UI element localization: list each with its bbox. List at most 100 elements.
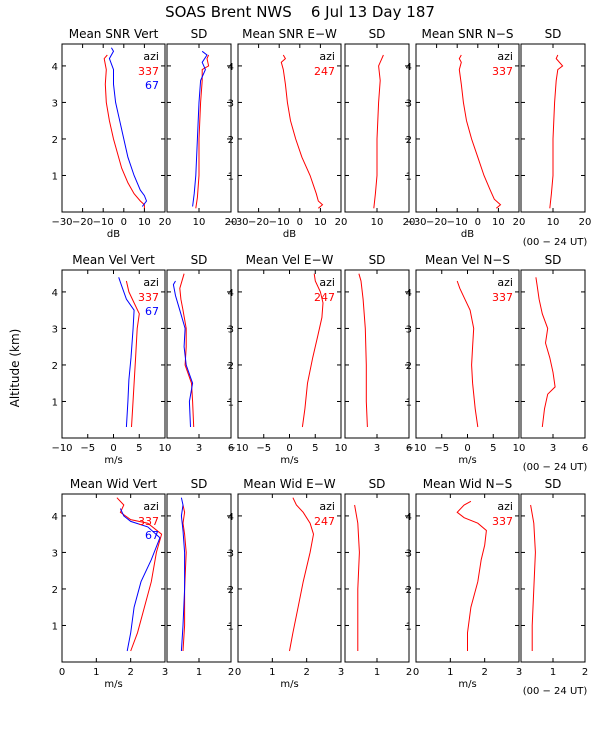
x-axis-label: m/s bbox=[104, 679, 122, 690]
y-tick-label: 2 bbox=[406, 135, 412, 146]
x-tick-label: −10 bbox=[447, 217, 468, 228]
panel-title: SD bbox=[545, 477, 562, 491]
panel-snr-ew-sd: SD 10 20 bbox=[344, 27, 415, 228]
panel-vel-ns-sd: SD 3 6 bbox=[520, 253, 588, 454]
x-tick-label: 20 bbox=[225, 217, 238, 228]
panel-snr-ns-sd: SD 10 20 bbox=[520, 27, 592, 228]
panel-title: Mean SNR Vert bbox=[69, 27, 159, 41]
legend-entry-337: 337 bbox=[138, 65, 159, 78]
panel-snr-ns: Mean SNR N−S 1 2 3 4 −30 −20 −10 0 10 20 dB azi 337 bbox=[405, 27, 525, 240]
series-line-337 bbox=[458, 54, 502, 209]
panel-title: SD bbox=[191, 477, 208, 491]
series-line-247 bbox=[289, 497, 315, 652]
y-tick-label: 3 bbox=[52, 98, 58, 109]
x-tick-label: −30 bbox=[227, 217, 248, 228]
y-tick-label: 2 bbox=[52, 361, 58, 372]
series-line-247 bbox=[358, 273, 368, 428]
x-tick-label: 10 bbox=[159, 443, 172, 454]
x-tick-label: 2 bbox=[582, 667, 588, 678]
x-tick-label: 20 bbox=[579, 217, 592, 228]
series-line-337 bbox=[179, 273, 195, 428]
y-tick-label: 2 bbox=[406, 361, 412, 372]
y-tick-label: 2 bbox=[228, 585, 234, 596]
y-tick-label: 4 bbox=[228, 288, 234, 299]
legend-entry-247: 247 bbox=[314, 291, 335, 304]
y-tick-label: 1 bbox=[52, 621, 58, 632]
x-tick-label: 3 bbox=[162, 667, 168, 678]
panel-title: SD bbox=[191, 253, 208, 267]
x-tick-label: 6 bbox=[582, 443, 588, 454]
x-tick-label: −10 bbox=[405, 443, 426, 454]
x-tick-label: 2 bbox=[406, 667, 412, 678]
x-tick-label: −30 bbox=[51, 217, 72, 228]
y-tick-label: 1 bbox=[52, 171, 58, 182]
y-tick-label: 4 bbox=[406, 512, 412, 523]
y-tick-label: 3 bbox=[52, 324, 58, 335]
x-tick-label: 5 bbox=[312, 443, 318, 454]
series-line-247 bbox=[280, 54, 324, 209]
panel-wid-ns-sd: SD 1 2 bbox=[520, 477, 588, 678]
x-tick-label: 0 bbox=[286, 443, 292, 454]
x-tick-label: −5 bbox=[434, 443, 449, 454]
y-tick-label: 3 bbox=[228, 548, 234, 559]
panel-frame bbox=[166, 269, 232, 439]
x-tick-label: 0 bbox=[59, 667, 65, 678]
y-tick-label: 4 bbox=[406, 62, 412, 73]
x-tick-label: 10 bbox=[513, 443, 526, 454]
y-tick-label: 2 bbox=[52, 135, 58, 146]
y-tick-label: 4 bbox=[228, 512, 234, 523]
y-tick-label: 4 bbox=[228, 62, 234, 73]
x-tick-label: −10 bbox=[93, 217, 114, 228]
x-axis-label: m/s bbox=[458, 455, 476, 466]
legend-azi-label: azi bbox=[497, 50, 513, 63]
x-tick-label: −30 bbox=[405, 217, 426, 228]
x-tick-label: 2 bbox=[228, 667, 234, 678]
x-tick-label: 1 bbox=[196, 667, 202, 678]
series-line-337 bbox=[103, 54, 145, 209]
time-note-row3: (00 − 24 UT) bbox=[523, 686, 588, 697]
series-line-337 bbox=[182, 504, 187, 652]
x-tick-label: 5 bbox=[490, 443, 496, 454]
panel-title: Mean Vel E−W bbox=[246, 253, 334, 267]
panel-vel-vert-sd: SD 3 6 bbox=[166, 253, 234, 454]
panel-title: Mean SNR N−S bbox=[422, 27, 514, 41]
x-tick-label: 10 bbox=[492, 217, 505, 228]
x-tick-label: 2 bbox=[481, 667, 487, 678]
x-tick-label: 6 bbox=[228, 443, 234, 454]
x-tick-label: 0 bbox=[464, 443, 470, 454]
panel-title: Mean Vel N−S bbox=[425, 253, 510, 267]
panel-title: Mean Wid E−W bbox=[243, 477, 336, 491]
panel-frame bbox=[344, 493, 410, 663]
series-line-337 bbox=[456, 500, 487, 651]
x-tick-label: 10 bbox=[371, 217, 384, 228]
legend-entry-337: 337 bbox=[138, 515, 159, 528]
legend-entry-337: 337 bbox=[138, 291, 159, 304]
x-tick-label: −20 bbox=[426, 217, 447, 228]
y-tick-label: 1 bbox=[228, 171, 234, 182]
panel-title: Mean Wid N−S bbox=[423, 477, 513, 491]
series-line-337 bbox=[530, 504, 536, 651]
series-line-67 bbox=[180, 497, 186, 652]
x-tick-label: 3 bbox=[196, 443, 202, 454]
legend-azi-label: azi bbox=[319, 500, 335, 513]
panel-title: SD bbox=[191, 27, 208, 41]
x-tick-label: 1 bbox=[550, 667, 556, 678]
x-tick-label: 2 bbox=[303, 667, 309, 678]
x-tick-label: 10 bbox=[314, 217, 327, 228]
series-line-67 bbox=[192, 50, 208, 207]
y-tick-label: 4 bbox=[52, 512, 58, 523]
panel-title: SD bbox=[369, 253, 386, 267]
series-line-337 bbox=[456, 280, 479, 428]
y-tick-label: 2 bbox=[52, 585, 58, 596]
x-tick-label: 5 bbox=[136, 443, 142, 454]
panel-wid-ns: Mean Wid N−S 1 2 3 4 0 1 2 3 m/s azi 337 bbox=[406, 477, 523, 690]
x-tick-label: 3 bbox=[550, 443, 556, 454]
series-line-337 bbox=[535, 277, 556, 428]
y-tick-label: 1 bbox=[228, 621, 234, 632]
panel-title: SD bbox=[545, 27, 562, 41]
time-note-row2: (00 − 24 UT) bbox=[523, 462, 588, 473]
y-tick-label: 3 bbox=[406, 98, 412, 109]
y-tick-label: 2 bbox=[228, 135, 234, 146]
